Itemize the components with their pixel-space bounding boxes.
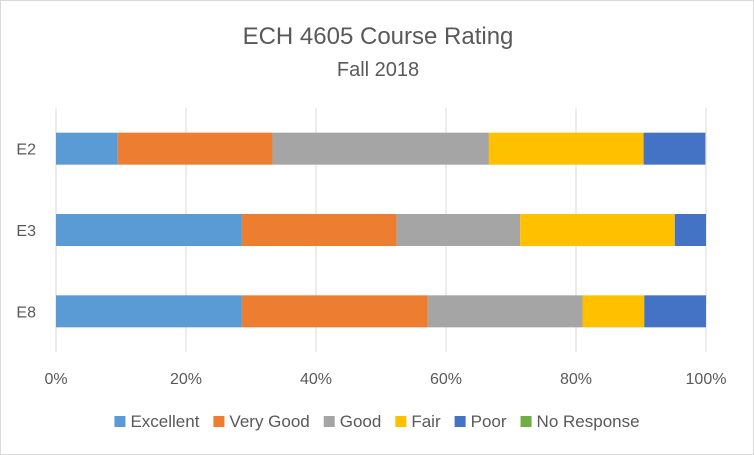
legend-item: Excellent	[114, 412, 200, 431]
legend-item: Very Good	[213, 412, 310, 431]
bar-segment	[117, 132, 273, 165]
x-tick-label: 40%	[300, 371, 332, 388]
bar-segment	[427, 295, 583, 328]
bar-segment	[674, 214, 706, 246]
category-label: E3	[16, 223, 36, 240]
bar-segment	[644, 295, 706, 328]
bar-segment	[520, 214, 675, 246]
bar-segment	[56, 132, 118, 165]
legend-label: Excellent	[130, 412, 199, 431]
legend-item: No Response	[520, 412, 640, 431]
legend-swatch	[520, 416, 532, 427]
legend-label: Very Good	[229, 412, 309, 431]
bar-segment	[56, 214, 242, 246]
legend-swatch	[454, 416, 466, 427]
x-tick-labels: 0% 20% 40% 60% 80% 100%	[44, 371, 726, 388]
legend: Excellent Very Good Good Fair Poor No Respons…	[114, 412, 640, 431]
bar-segment	[241, 214, 397, 246]
chart-subtitle: Fall 2018	[336, 59, 420, 81]
bar-segment	[488, 132, 644, 165]
legend-item: Poor	[454, 412, 507, 431]
legend-swatch	[323, 416, 335, 427]
legend-label: Good	[340, 412, 382, 431]
bar-segment	[56, 295, 242, 328]
category-label: E8	[16, 304, 36, 321]
bar-segment	[272, 132, 489, 165]
legend-swatch	[395, 416, 407, 427]
legend-item: Fair	[395, 412, 441, 431]
bar-series	[56, 132, 706, 328]
x-tick-label: 20%	[170, 371, 202, 388]
legend-label: No Response	[537, 412, 640, 431]
legend-label: Fair	[411, 412, 441, 431]
legend-swatch	[213, 416, 225, 427]
x-tick-label: 60%	[430, 371, 462, 388]
legend-label: Poor	[471, 412, 507, 431]
bar-segment	[582, 295, 645, 328]
bar-segment	[396, 214, 521, 246]
category-labels: E2 E3 E8	[16, 142, 36, 322]
x-tick-label: 0%	[44, 371, 67, 388]
chart-title: ECH 4605 Course Rating	[242, 23, 514, 50]
legend-item: Good	[323, 412, 382, 431]
category-label: E2	[16, 142, 36, 159]
legend-swatch	[114, 416, 126, 427]
bar-segment	[241, 295, 428, 328]
bar-segment	[643, 132, 706, 165]
x-tick-label: 80%	[560, 371, 592, 388]
x-tick-label: 100%	[686, 371, 727, 388]
